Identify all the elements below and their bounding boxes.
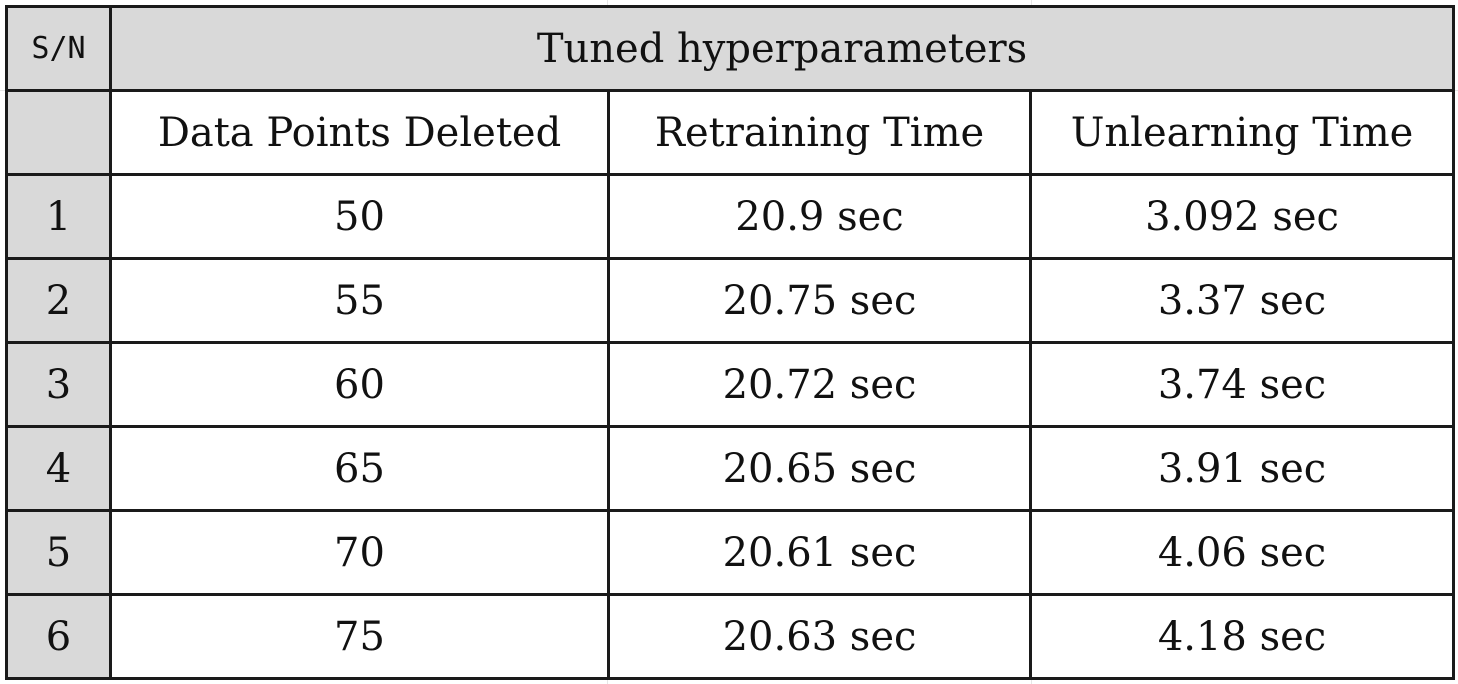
data-points-deleted-cell: 65 — [109, 425, 610, 512]
unlearning-time-cell: 4.18 sec — [1028, 593, 1456, 680]
data-points-deleted-cell: 50 — [109, 173, 610, 260]
table-row: 4 65 20.65 sec 3.91 sec — [5, 425, 1456, 512]
sn-cell: 6 — [5, 593, 112, 680]
data-points-deleted-cell: 75 — [109, 593, 610, 680]
retraining-time-cell: 20.65 sec — [607, 425, 1032, 512]
table-row: 6 75 20.63 sec 4.18 sec — [5, 593, 1456, 680]
column-header-row: Data Points Deleted Retraining Time Unle… — [5, 89, 1456, 176]
sn-cell: 2 — [5, 257, 112, 344]
table-row: 3 60 20.72 sec 3.74 sec — [5, 341, 1456, 428]
data-points-deleted-cell: 55 — [109, 257, 610, 344]
column-header-retraining-time: Retraining Time — [607, 89, 1032, 176]
retraining-time-cell: 20.61 sec — [607, 509, 1032, 596]
table-title: Tuned hyperparameters — [108, 5, 1456, 92]
table-row: 5 70 20.61 sec 4.06 sec — [5, 509, 1456, 596]
unlearning-time-cell: 4.06 sec — [1028, 509, 1456, 596]
sn-cell: 1 — [5, 173, 112, 260]
retraining-time-cell: 20.9 sec — [607, 173, 1032, 260]
unlearning-time-cell: 3.74 sec — [1028, 341, 1456, 428]
sn-cell: 3 — [5, 341, 112, 428]
table-row: 1 50 20.9 sec 3.092 sec — [5, 173, 1456, 260]
table-row: 2 55 20.75 sec 3.37 sec — [5, 257, 1456, 344]
column-header-unlearning-time: Unlearning Time — [1028, 89, 1456, 176]
unlearning-time-cell: 3.092 sec — [1028, 173, 1456, 260]
sn-header-cell: S/N — [5, 5, 112, 92]
sn-cell: 5 — [5, 509, 112, 596]
retraining-time-cell: 20.63 sec — [607, 593, 1032, 680]
title-row: S/N Tuned hyperparameters — [5, 5, 1456, 92]
retraining-time-cell: 20.75 sec — [607, 257, 1032, 344]
results-table: S/N Tuned hyperparameters Data Points De… — [5, 5, 1456, 680]
data-points-deleted-cell: 60 — [109, 341, 610, 428]
sn-header-empty-cell — [5, 89, 112, 176]
column-header-data-points-deleted: Data Points Deleted — [109, 89, 610, 176]
sn-cell: 4 — [5, 425, 112, 512]
unlearning-time-cell: 3.91 sec — [1028, 425, 1456, 512]
data-points-deleted-cell: 70 — [109, 509, 610, 596]
retraining-time-cell: 20.72 sec — [607, 341, 1032, 428]
unlearning-time-cell: 3.37 sec — [1028, 257, 1456, 344]
